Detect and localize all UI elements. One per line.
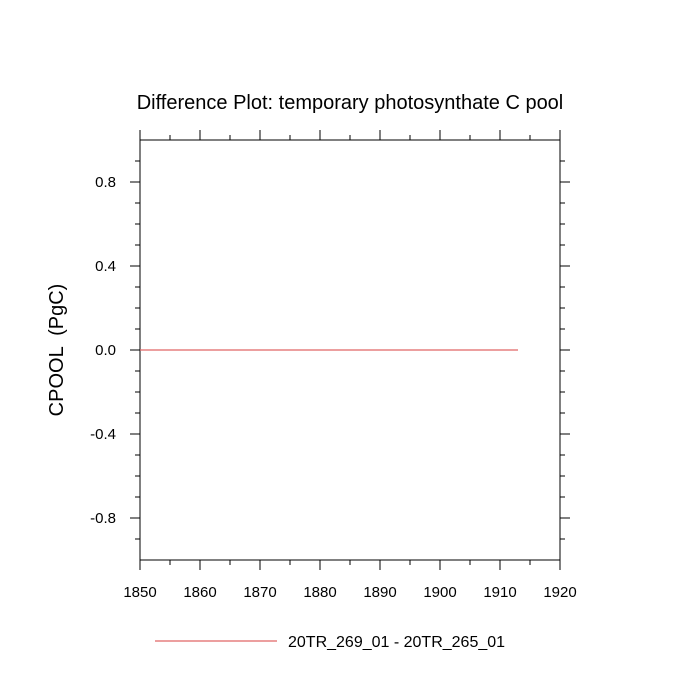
x-tick-label: 1910 bbox=[483, 584, 516, 601]
y-tick-label: 0.4 bbox=[95, 258, 116, 275]
x-tick-label: 1890 bbox=[363, 584, 396, 601]
x-tick-labels: 1850 1860 1870 1880 1890 1900 1910 1920 bbox=[123, 584, 576, 601]
chart-title: Difference Plot: temporary photosynthate… bbox=[137, 92, 564, 114]
x-tick-label: 1860 bbox=[183, 584, 216, 601]
y-tick-label: -0.4 bbox=[90, 426, 116, 443]
y-tick-labels: 0.8 0.4 0.0 -0.4 -0.8 bbox=[90, 174, 116, 527]
x-tick-label: 1870 bbox=[243, 584, 276, 601]
axis-ticks bbox=[130, 130, 570, 570]
y-axis-label: CPOOL (PgC) bbox=[46, 284, 68, 417]
y-tick-label: 0.0 bbox=[95, 342, 116, 359]
x-tick-label: 1880 bbox=[303, 584, 336, 601]
x-tick-label: 1850 bbox=[123, 584, 156, 601]
x-tick-label: 1920 bbox=[543, 584, 576, 601]
y-tick-label: 0.8 bbox=[95, 174, 116, 191]
y-tick-label: -0.8 bbox=[90, 510, 116, 527]
x-tick-label: 1900 bbox=[423, 584, 456, 601]
legend-label: 20TR_269_01 - 20TR_265_01 bbox=[288, 634, 505, 651]
